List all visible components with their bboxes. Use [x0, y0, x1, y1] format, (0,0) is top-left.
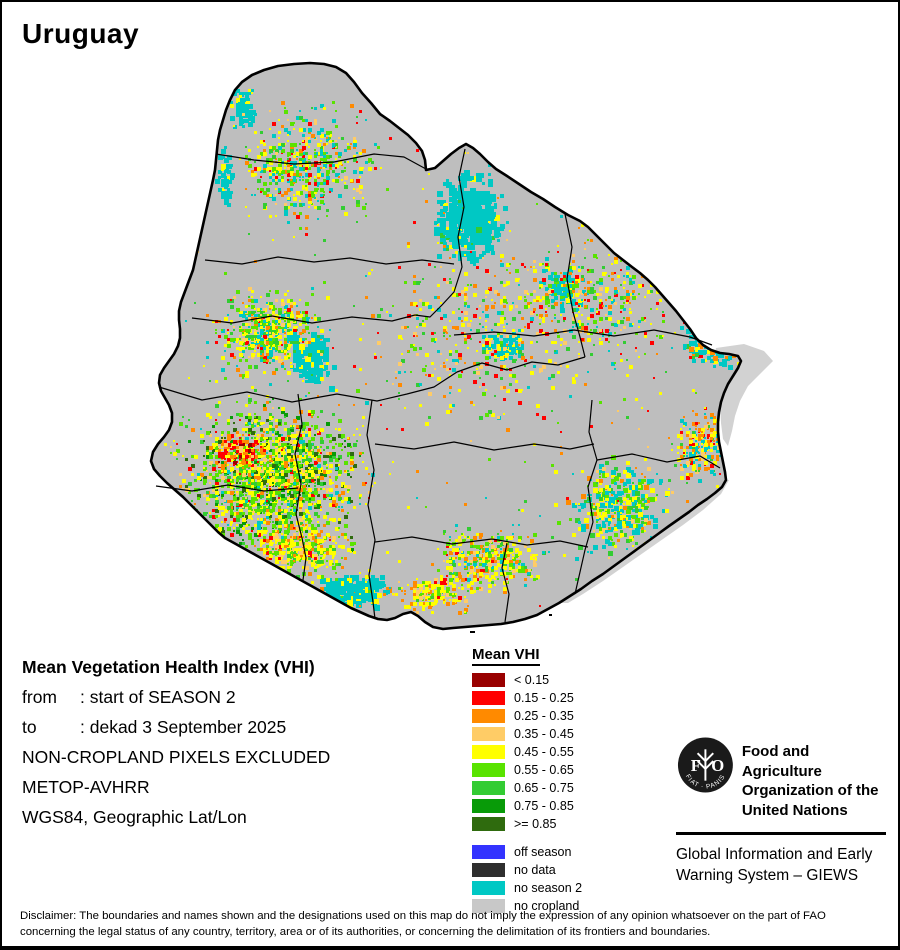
legend-class-row: 0.25 - 0.35: [472, 709, 582, 723]
info-label-from: from: [22, 687, 57, 707]
info-heading: Mean Vegetation Health Index (VHI): [22, 657, 315, 677]
legend-class-row: 0.35 - 0.45: [472, 727, 582, 741]
giews-line-1: Global Information and Early: [676, 845, 873, 863]
info-value-to: : dekad 3 September 2025: [80, 717, 287, 737]
legend-class-label: 0.65 - 0.75: [514, 781, 574, 795]
legend-class-label: < 0.15: [514, 673, 550, 687]
fao-name: Food and Agriculture Organization of the…: [742, 742, 890, 820]
legend-class-row: 0.65 - 0.75: [472, 781, 582, 795]
legend-class-label: 0.35 - 0.45: [514, 727, 574, 741]
page-title: Uruguay: [22, 18, 140, 49]
giews-label: Global Information and Early Warning Sys…: [676, 844, 890, 887]
country-border: [149, 61, 743, 631]
legend-class-label: 0.25 - 0.35: [514, 709, 574, 723]
legend-special-swatch: [472, 845, 505, 859]
island: [470, 631, 475, 633]
legend-special-swatch: [472, 881, 505, 895]
disclaimer: Disclaimer: The boundaries and names sho…: [20, 908, 826, 940]
fao-separator: [676, 832, 886, 835]
info-row-to: to : dekad 3 September 2025: [22, 712, 330, 742]
fao-block: F O FIAT · PANIS Food and Agriculture Or…: [676, 735, 890, 887]
legend-special-swatch: [472, 863, 505, 877]
info-line-noncropland: NON-CROPLAND PIXELS EXCLUDED: [22, 747, 331, 767]
legend-class-label: 0.75 - 0.85: [514, 799, 574, 813]
legend-class-label: >= 0.85: [514, 817, 557, 831]
legend-special-label: no data: [514, 863, 556, 877]
fao-name-line-3: United Nations: [741, 801, 848, 819]
legend-class-swatch: [472, 691, 505, 705]
legend-special-label: off season: [514, 845, 572, 859]
legend-class-swatch: [472, 799, 505, 813]
island: [549, 614, 552, 616]
legend-special-row: no cropland: [472, 899, 582, 913]
legend-class-label: 0.55 - 0.65: [514, 763, 574, 777]
legend-class-label: 0.45 - 0.55: [514, 745, 574, 759]
legend-special-row: no data: [472, 863, 582, 877]
department-boundaries: [155, 148, 721, 623]
legend-class-row: 0.15 - 0.25: [472, 691, 582, 705]
legend-class-swatch: [472, 745, 505, 759]
legend-class-label: 0.15 - 0.25: [514, 691, 574, 705]
legend-class-swatch: [472, 727, 505, 741]
legend-special-swatch: [472, 899, 505, 913]
legend-special-row: no season 2: [472, 881, 582, 895]
info-line-projection: WGS84, Geographic Lat/Lon: [22, 807, 247, 827]
info-label-to: to: [22, 717, 37, 737]
fao-name-line-2: Organization of the: [741, 782, 879, 799]
disclaimer-line-1: Disclaimer: The boundaries and names sho…: [20, 910, 826, 922]
fao-logo-row: F O FIAT · PANIS Food and Agriculture Or…: [676, 735, 890, 820]
vhi-legend: Mean VHI < 0.15 0.15 - 0.25 0.25 - 0.35 0.3…: [472, 646, 582, 917]
legend-class-swatch: [472, 817, 505, 831]
info-line-sensor: METOP-AVHRR: [22, 777, 150, 797]
legend-class-swatch: [472, 763, 505, 777]
legend-class-row: >= 0.85: [472, 817, 582, 831]
legend-special-list: off season no data no season 2 no cropland: [472, 845, 582, 913]
legend-title: Mean VHI: [472, 646, 540, 666]
map-info-block: Mean Vegetation Health Index (VHI) from:…: [22, 652, 330, 832]
legend-class-swatch: [472, 673, 505, 687]
legend-special-label: no cropland: [514, 899, 580, 913]
fao-logo-icon: F O FIAT · PANIS: [677, 737, 733, 793]
legend-class-swatch: [472, 709, 505, 723]
legend-special-label: no season 2: [514, 881, 583, 895]
info-value-from: : start of SEASON 2: [80, 687, 236, 707]
legend-class-row: < 0.15: [472, 673, 582, 687]
legend-class-swatch: [472, 781, 505, 795]
fao-name-line-1: Food and Agriculture: [741, 743, 822, 780]
legend-class-list: < 0.15 0.15 - 0.25 0.25 - 0.35 0.35 - 0.45 0…: [472, 673, 582, 831]
vhi-pixels: [164, 83, 741, 615]
disclaimer-line-2: concerning the legal status of any count…: [20, 926, 711, 938]
legend-class-row: 0.45 - 0.55: [472, 745, 582, 759]
legend-special-row: off season: [472, 845, 582, 859]
legend-class-row: 0.75 - 0.85: [472, 799, 582, 813]
giews-line-2: Warning System – GIEWS: [676, 867, 859, 884]
legend-class-row: 0.55 - 0.65: [472, 763, 582, 777]
info-row-from: from : start of SEASON 2: [22, 682, 330, 712]
